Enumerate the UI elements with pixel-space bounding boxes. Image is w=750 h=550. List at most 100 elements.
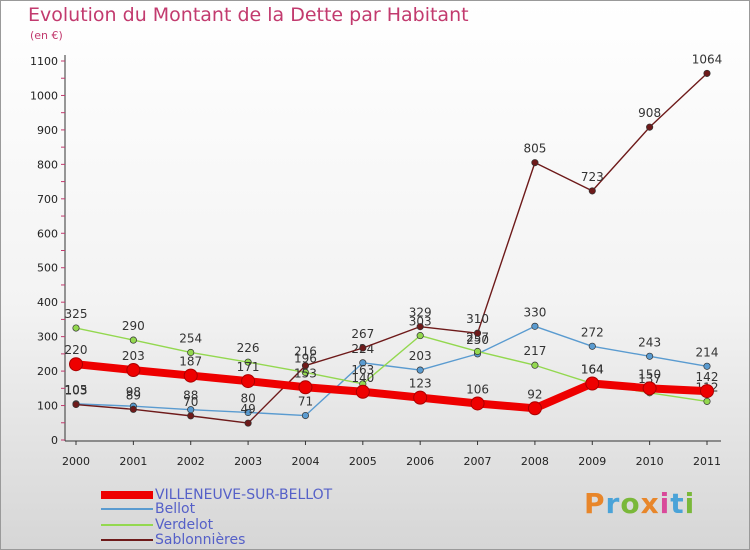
x-tick-label: 2008 <box>521 455 549 468</box>
data-label: 142 <box>696 370 719 384</box>
data-label: 98 <box>126 385 141 399</box>
x-tick-label: 2009 <box>578 455 606 468</box>
data-point <box>531 159 539 167</box>
data-label: 254 <box>179 331 202 345</box>
y-tick-label: 600 <box>37 227 58 240</box>
legend-item-sablonnieres: Sablonnières <box>101 532 245 548</box>
legend-label: Sablonnières <box>155 532 246 548</box>
data-point <box>416 323 424 331</box>
data-point <box>531 361 539 369</box>
data-point <box>298 380 313 395</box>
data-point <box>72 400 80 409</box>
data-label: 92 <box>527 387 542 401</box>
x-tick-label: 2007 <box>464 455 492 468</box>
x-tick-label: 2006 <box>406 455 434 468</box>
legend-swatch <box>101 491 153 499</box>
data-label: 226 <box>237 341 260 355</box>
y-tick-label: 400 <box>37 296 58 309</box>
x-tick-label: 2002 <box>177 455 205 468</box>
series-line-villeneuve-sur-bellot <box>72 360 711 413</box>
legend-label: Verdelot <box>155 517 214 533</box>
data-point <box>183 368 198 383</box>
x-tick-label: 2010 <box>636 455 664 468</box>
data-label: 310 <box>466 312 489 326</box>
data-label: 71 <box>298 395 313 409</box>
data-label: 137 <box>638 372 661 386</box>
data-point <box>531 322 539 330</box>
data-point <box>301 362 310 370</box>
data-point <box>527 401 542 416</box>
data-label: 290 <box>122 319 145 333</box>
x-tick-label: 2001 <box>119 455 147 468</box>
series-line-sablonni-res <box>75 72 708 424</box>
logo-letter: i <box>684 487 696 520</box>
data-point <box>359 359 367 367</box>
logo-letter: t <box>670 487 685 520</box>
data-label: 267 <box>351 327 374 341</box>
data-label: 217 <box>523 344 546 358</box>
y-tick-label: 300 <box>37 331 58 344</box>
logo-letter: P <box>584 487 606 520</box>
data-label: 220 <box>65 343 88 357</box>
data-label: 171 <box>237 360 260 374</box>
y-tick-label: 900 <box>37 124 58 137</box>
data-point <box>646 352 654 360</box>
data-label: 250 <box>466 333 489 347</box>
legend-item-verdelot: Verdelot <box>101 517 213 533</box>
data-label: 243 <box>638 335 661 349</box>
data-point <box>187 412 195 420</box>
data-point <box>588 342 596 350</box>
data-label: 303 <box>409 315 432 329</box>
data-point <box>301 411 310 420</box>
legend-label: Bellot <box>155 501 196 517</box>
data-label: 325 <box>65 307 88 321</box>
logo-letter: r <box>605 487 621 520</box>
legend-item-villeneuve: VILLENEUVE-SUR-BELLOT <box>101 487 332 503</box>
data-point <box>187 348 195 357</box>
data-label: 123 <box>409 377 432 391</box>
data-point <box>301 368 310 377</box>
legend-swatch <box>101 524 153 526</box>
data-label: 329 <box>409 306 432 320</box>
logo-letter: o <box>620 487 641 520</box>
data-label: 203 <box>409 349 432 363</box>
y-tick-label: 0 <box>51 434 58 447</box>
y-tick-label: 800 <box>37 158 58 171</box>
data-label: 49 <box>240 402 255 416</box>
data-label: 1064 <box>692 52 723 66</box>
data-point <box>241 374 256 389</box>
data-label: 150 <box>638 367 661 381</box>
legend-item-bellot: Bellot <box>101 501 195 517</box>
logo-letter: i <box>659 487 671 520</box>
unit-label: (en €) <box>30 29 63 42</box>
data-label: 164 <box>581 362 604 376</box>
data-label: 330 <box>523 305 546 319</box>
data-label: 105 <box>65 383 88 397</box>
data-label: 80 <box>240 391 255 405</box>
data-label: 106 <box>466 382 489 396</box>
data-label: 89 <box>126 388 141 402</box>
data-point <box>72 324 80 332</box>
data-label: 164 <box>581 362 604 376</box>
logo-letter: x <box>640 487 660 520</box>
data-point <box>703 362 711 370</box>
data-point <box>355 384 370 399</box>
data-point <box>244 408 252 416</box>
data-point <box>473 347 482 356</box>
data-point <box>359 344 367 352</box>
data-point <box>126 363 141 378</box>
y-tick-label: 500 <box>37 262 58 275</box>
series-line-verdelot <box>75 327 708 403</box>
data-point <box>703 397 711 405</box>
data-label: 153 <box>294 366 317 380</box>
chart-title: Evolution du Montant de la Dette par Hab… <box>28 4 469 26</box>
data-label: 272 <box>581 325 604 339</box>
legend-label: VILLENEUVE-SUR-BELLOT <box>155 487 333 503</box>
data-point <box>416 366 424 374</box>
data-point <box>585 376 600 391</box>
data-label: 257 <box>466 330 489 344</box>
data-label: 723 <box>581 170 604 184</box>
data-point <box>646 123 654 131</box>
data-point <box>642 381 657 396</box>
